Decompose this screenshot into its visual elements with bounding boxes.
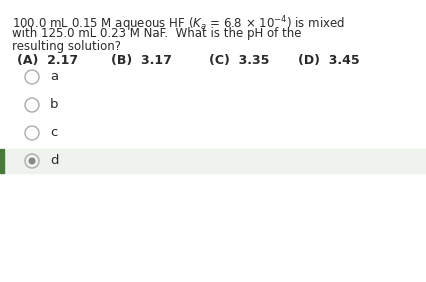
Text: (B)  3.17: (B) 3.17 xyxy=(111,54,172,67)
Text: resulting solution?: resulting solution? xyxy=(12,40,121,53)
Text: 100.0 mL 0.15 M aqueous HF ($K_a$ = 6.8 × 10$^{-4}$) is mixed: 100.0 mL 0.15 M aqueous HF ($K_a$ = 6.8 … xyxy=(12,14,345,34)
Text: d: d xyxy=(50,155,58,168)
Text: a: a xyxy=(50,70,58,83)
Text: with 125.0 mL 0.23 M NaF.  What is the pH of the: with 125.0 mL 0.23 M NaF. What is the pH… xyxy=(12,27,302,40)
Text: (C)  3.35: (C) 3.35 xyxy=(209,54,269,67)
Text: c: c xyxy=(50,127,58,140)
Bar xyxy=(0,149,4,173)
Text: (A)  2.17: (A) 2.17 xyxy=(17,54,78,67)
Text: b: b xyxy=(50,98,58,111)
Bar xyxy=(4,149,426,173)
Circle shape xyxy=(29,158,35,164)
Text: (D)  3.45: (D) 3.45 xyxy=(298,54,360,67)
